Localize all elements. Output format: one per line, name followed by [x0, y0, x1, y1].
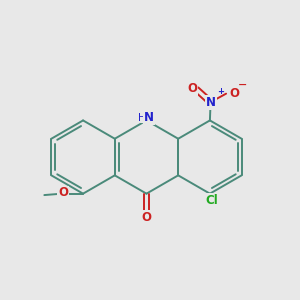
Text: N: N	[206, 96, 216, 109]
Text: +: +	[217, 87, 224, 96]
Text: O: O	[230, 87, 240, 100]
Text: −: −	[238, 80, 248, 89]
Text: O: O	[142, 211, 152, 224]
Text: H: H	[138, 112, 146, 123]
Text: Cl: Cl	[206, 194, 218, 207]
Text: O: O	[58, 187, 68, 200]
Text: O: O	[187, 82, 197, 95]
Text: N: N	[144, 111, 154, 124]
